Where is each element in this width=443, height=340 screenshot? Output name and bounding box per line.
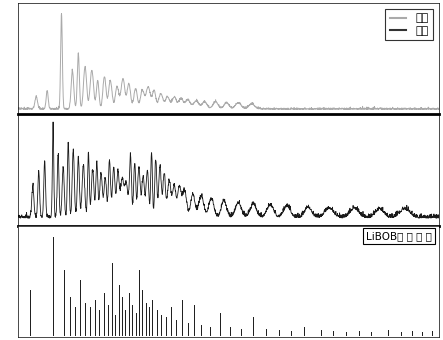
Text: LiBOB标 准 卡 片: LiBOB标 准 卡 片	[366, 231, 432, 241]
Legend: 成品, 粗品: 成品, 粗品	[385, 9, 433, 40]
